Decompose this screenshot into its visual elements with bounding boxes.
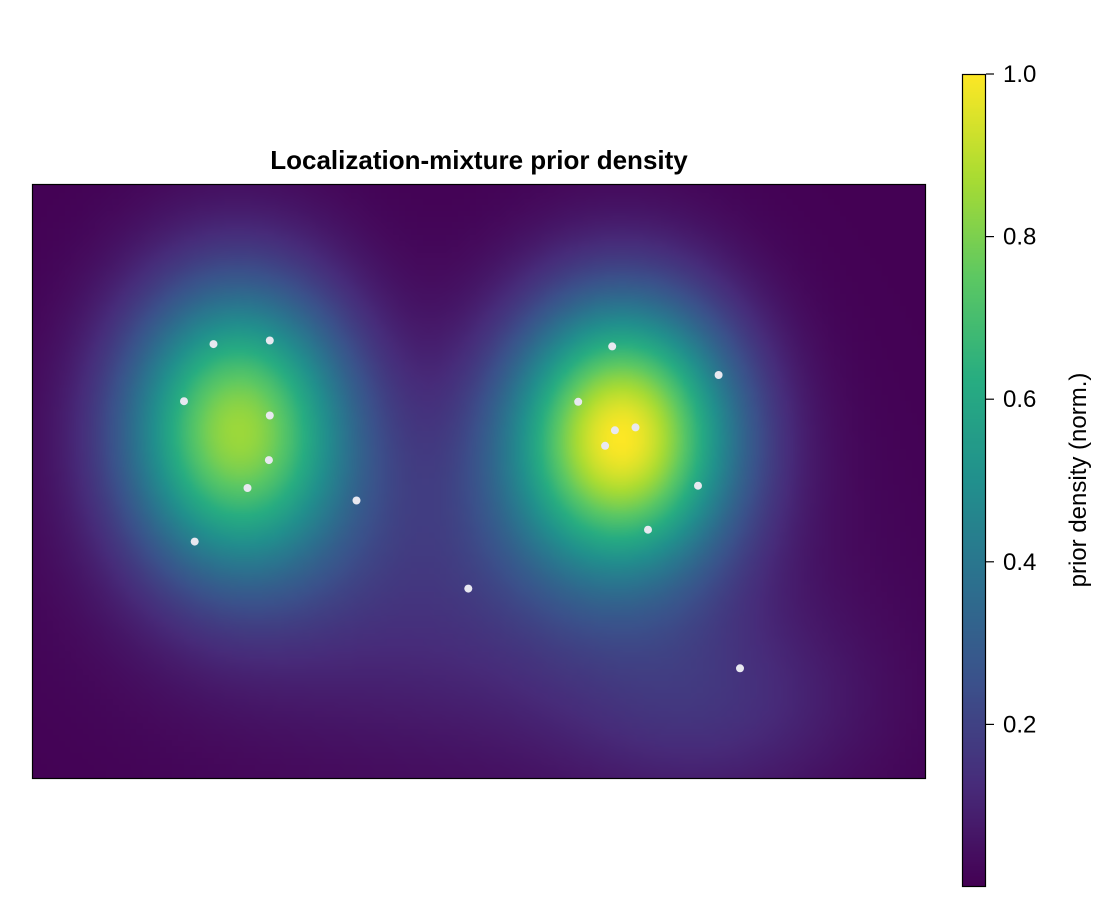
scatter-point xyxy=(209,340,218,349)
scatter-point xyxy=(180,397,188,406)
scatter-point xyxy=(610,426,619,435)
colorbar-tick-label: 0.8 xyxy=(1003,224,1036,251)
plot-area xyxy=(31,183,927,780)
colorbar: 0.2 0.4 0.6 0.8 1.0 prior density (norm.) xyxy=(961,61,1092,888)
chart-title: Localization-mixture prior density xyxy=(270,145,688,175)
scatter-point xyxy=(736,664,744,673)
scatter-point xyxy=(265,411,274,420)
colorbar-tick-label: 0.2 xyxy=(1003,711,1036,738)
colorbar-tick-label: 1.0 xyxy=(1003,61,1036,88)
scatter-point xyxy=(631,423,640,432)
colorbar-label: prior density (norm.) xyxy=(1065,373,1092,588)
scatter-point xyxy=(574,397,583,406)
scatter-point xyxy=(243,484,252,492)
scatter-point xyxy=(265,336,274,345)
scatter-point xyxy=(352,496,361,505)
colorbar-frame xyxy=(961,73,987,888)
colorbar-gradient xyxy=(962,74,986,887)
scatter-point xyxy=(714,371,723,379)
colorbar-tick-label: 0.6 xyxy=(1003,386,1036,413)
plot-frame xyxy=(31,183,927,780)
scatter-point xyxy=(190,537,199,546)
scatter-point xyxy=(644,525,652,534)
scatter-point xyxy=(601,441,610,450)
scatter-point xyxy=(694,481,702,490)
colorbar-ticks: 0.2 0.4 0.6 0.8 1.0 xyxy=(986,61,1036,738)
scatter-points xyxy=(180,336,744,673)
scatter-point xyxy=(608,342,617,351)
scatter-point xyxy=(264,456,273,465)
density-heatmap xyxy=(32,184,926,779)
scatter-point xyxy=(464,584,473,593)
colorbar-tick-label: 0.4 xyxy=(1003,549,1036,576)
